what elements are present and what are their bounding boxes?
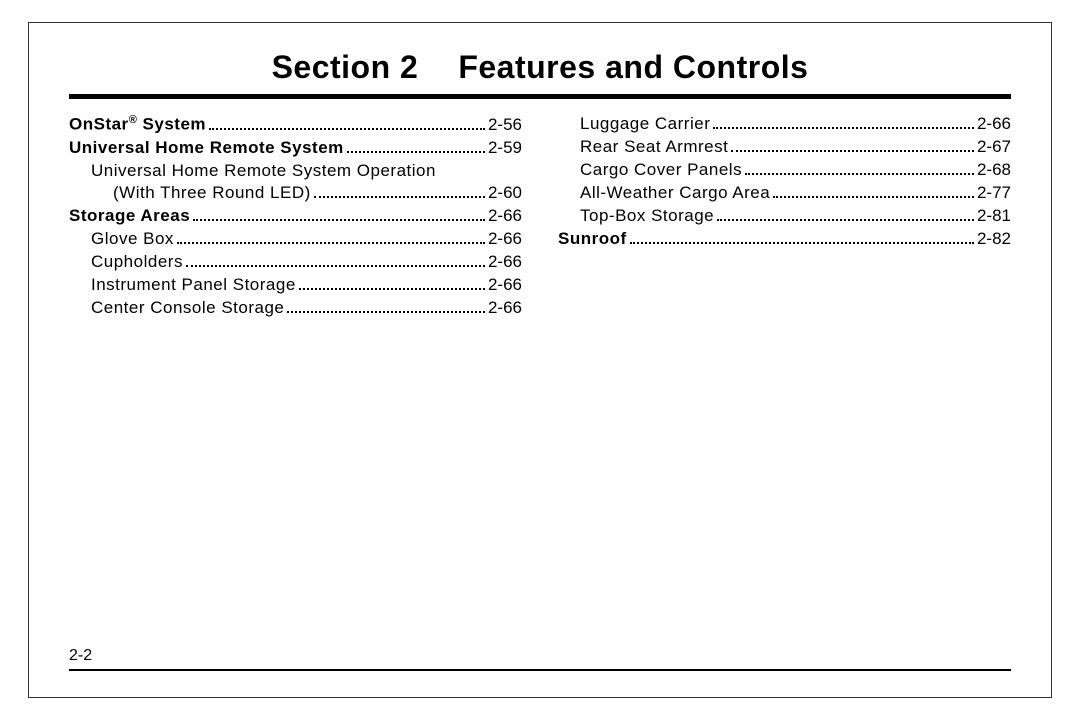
toc-entry: Center Console Storage 2-66 (69, 297, 522, 320)
toc-entry-page: 2-68 (977, 159, 1011, 182)
toc-leader-dots (186, 265, 485, 267)
toc-entry-label: Cupholders (91, 251, 183, 274)
toc-entry-page: 2-66 (488, 251, 522, 274)
toc-entry-page: 2-56 (488, 114, 522, 137)
toc-entry-page: 2-60 (488, 182, 522, 205)
toc-entry: Universal Home Remote System Operation (69, 160, 522, 183)
toc-entry-label: Rear Seat Armrest (580, 136, 728, 159)
toc-column-right: Luggage Carrier 2-66 Rear Seat Armrest 2-67… (558, 113, 1011, 320)
toc-entry-page: 2-82 (977, 228, 1011, 251)
toc-entry: Glove Box 2-66 (69, 228, 522, 251)
divider-thin (69, 669, 1011, 671)
toc-entry: Universal Home Remote System 2-59 (69, 137, 522, 160)
toc-entry: Rear Seat Armrest 2-67 (558, 136, 1011, 159)
toc-entry-label: Universal Home Remote System (69, 137, 344, 160)
toc-leader-dots (299, 288, 485, 290)
toc-entry-label: Storage Areas (69, 205, 190, 228)
toc-leader-dots (713, 127, 974, 129)
toc-entry: OnStar® System 2-56 (69, 113, 522, 137)
toc-entry-page: 2-66 (488, 274, 522, 297)
toc-entry-label: Luggage Carrier (580, 113, 710, 136)
page-number: 2-2 (69, 647, 92, 665)
toc-leader-dots (745, 173, 974, 175)
toc-entry-page: 2-59 (488, 137, 522, 160)
page-title-wrap: Section 2 Features and Controls (69, 49, 1011, 86)
toc-leader-dots (287, 311, 485, 313)
title-name: Features and Controls (458, 49, 808, 85)
toc-entry: Storage Areas 2-66 (69, 205, 522, 228)
page-title: Section 2 Features and Controls (69, 49, 1011, 86)
toc-entry-label: All-Weather Cargo Area (580, 182, 770, 205)
toc-columns: OnStar® System2-56Universal Home Remote … (69, 113, 1011, 320)
toc-leader-dots (177, 242, 485, 244)
toc-entry: Sunroof 2-82 (558, 228, 1011, 251)
toc-entry-page: 2-66 (977, 113, 1011, 136)
toc-leader-dots (731, 150, 974, 152)
page-footer: 2-2 (69, 647, 1011, 671)
toc-leader-dots (717, 219, 974, 221)
title-section: Section 2 (272, 49, 419, 85)
divider-thick (69, 94, 1011, 99)
toc-entry: Cupholders 2-66 (69, 251, 522, 274)
toc-entry-page: 2-67 (977, 136, 1011, 159)
toc-entry-page: 2-66 (488, 205, 522, 228)
toc-entry-label: Sunroof (558, 228, 627, 251)
toc-entry-label: Center Console Storage (91, 297, 284, 320)
toc-entry: Instrument Panel Storage 2-66 (69, 274, 522, 297)
toc-leader-dots (347, 151, 485, 153)
toc-entry-label: Instrument Panel Storage (91, 274, 296, 297)
toc-leader-dots (773, 196, 974, 198)
toc-column-left: OnStar® System2-56Universal Home Remote … (69, 113, 522, 320)
toc-leader-dots (314, 196, 485, 198)
toc-entry-page: 2-66 (488, 228, 522, 251)
toc-entry: Top-Box Storage 2-81 (558, 205, 1011, 228)
toc-entry-label: Top-Box Storage (580, 205, 714, 228)
toc-entry-label: (With Three Round LED) (113, 182, 311, 205)
manual-page: Section 2 Features and Controls OnStar® S… (28, 22, 1052, 698)
toc-entry-label: OnStar® System (69, 113, 206, 137)
toc-entry: (With Three Round LED) 2-60 (69, 182, 522, 205)
toc-entry-label: Glove Box (91, 228, 174, 251)
toc-entry-page: 2-81 (977, 205, 1011, 228)
toc-entry-page: 2-66 (488, 297, 522, 320)
toc-entry-label: Universal Home Remote System Operation (91, 160, 436, 183)
toc-leader-dots (209, 128, 485, 130)
toc-entry-page: 2-77 (977, 182, 1011, 205)
toc-entry: All-Weather Cargo Area 2-77 (558, 182, 1011, 205)
toc-leader-dots (630, 242, 974, 244)
toc-leader-dots (193, 219, 485, 221)
toc-entry: Cargo Cover Panels 2-68 (558, 159, 1011, 182)
toc-entry: Luggage Carrier 2-66 (558, 113, 1011, 136)
toc-entry-label: Cargo Cover Panels (580, 159, 742, 182)
